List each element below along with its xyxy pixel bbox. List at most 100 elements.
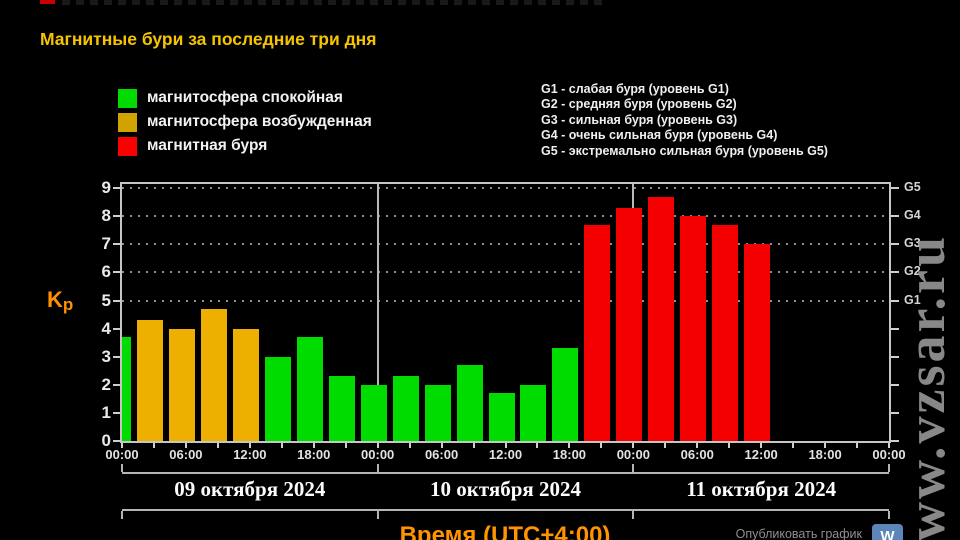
gridline-kp8 — [122, 215, 889, 218]
y-tick-label: 1 — [101, 402, 111, 422]
kp-letter-k: K — [47, 287, 63, 312]
kp-bar — [680, 216, 707, 441]
y-tick-label: 5 — [101, 290, 111, 310]
y-tick-label: 8 — [101, 206, 111, 226]
x-tick — [728, 443, 731, 448]
x-tick — [792, 443, 795, 448]
x-time-label: 18:00 — [552, 447, 587, 462]
kp-bar — [232, 328, 259, 441]
kp-bar — [552, 348, 579, 441]
y-tick-right — [891, 187, 899, 190]
bracket-tick-up — [888, 464, 890, 472]
kp-bar — [264, 356, 291, 441]
bracket-tick-down — [888, 511, 890, 519]
y-tick-left — [113, 187, 121, 190]
kp-legend: магнитосфера спокойная магнитосфера возбу… — [118, 86, 372, 158]
kp-bar — [360, 384, 387, 441]
chart-title: Магнитные бури за последние три дня — [40, 29, 377, 49]
y-tick-left — [113, 271, 121, 274]
publish-graph-link[interactable]: Опубликовать график — [735, 527, 862, 540]
x-tick — [344, 443, 347, 448]
x-time-label: 18:00 — [297, 447, 331, 462]
x-tick — [152, 443, 155, 448]
bracket-tick-up — [121, 464, 123, 472]
kp-bar — [456, 365, 483, 441]
y-tick-left — [113, 327, 121, 330]
kp-bar — [744, 244, 771, 441]
y-tick-right — [891, 440, 899, 442]
y-tick-label: 2 — [101, 374, 111, 394]
date-bracket-top — [122, 472, 889, 474]
y-tick-right — [891, 243, 899, 246]
y-tick-right — [891, 355, 899, 358]
legend-item: магнитная буря — [118, 134, 372, 158]
g-level-description: G4 - очень сильная буря (уровень G4) — [541, 128, 778, 143]
x-time-label: 00:00 — [872, 447, 906, 462]
x-tick — [856, 443, 859, 448]
truncated-text-strip — [62, 0, 607, 5]
kp-bar — [122, 337, 131, 441]
g-tick-label: G4 — [904, 208, 921, 223]
x-tick — [121, 443, 123, 448]
kp-bar — [392, 376, 419, 441]
kp-bar — [584, 224, 611, 441]
x-tick — [760, 443, 763, 448]
legend-label: магнитная буря — [147, 137, 268, 154]
legend-swatch-icon — [118, 136, 137, 156]
x-tick — [632, 443, 635, 448]
x-time-label: 00:00 — [361, 447, 395, 462]
kp-bar — [200, 308, 227, 441]
x-time-label: 12:00 — [488, 447, 523, 462]
y-tick-label: 6 — [101, 262, 111, 282]
x-time-label: 00:00 — [105, 447, 139, 462]
x-tick — [184, 443, 187, 448]
legend-item: магнитосфера спокойная — [118, 86, 372, 110]
date-label: 11 октября 2024 — [686, 477, 837, 501]
kp-bar — [712, 224, 739, 441]
site-watermark: www.vzsar.ru — [896, 233, 956, 540]
g-levels-legend: G1 - слабая буря (уровень G1) G2 - средня… — [541, 82, 828, 159]
y-tick-left — [113, 299, 121, 302]
gridline-kp6 — [122, 271, 889, 274]
kp-bar — [136, 320, 163, 441]
g-level-description: G2 - средняя буря (уровень G2) — [541, 97, 737, 112]
y-tick-label: 0 — [101, 431, 111, 450]
y-tick-right — [891, 383, 899, 386]
y-tick-left — [113, 411, 121, 414]
x-tick — [376, 443, 379, 448]
x-tick — [280, 443, 283, 448]
y-tick-right — [891, 215, 899, 218]
vk-share-icon[interactable]: W — [872, 524, 903, 540]
legend-label: магнитосфера спокойная — [147, 89, 343, 106]
kp-bar — [648, 196, 675, 441]
y-tick-left — [113, 215, 121, 218]
date-bracket-bottom — [122, 509, 889, 511]
legend-item: магнитосфера возбужденная — [118, 110, 372, 134]
x-tick — [888, 443, 890, 448]
x-tick — [696, 443, 699, 448]
bracket-tick-down — [121, 511, 123, 519]
plot-area — [120, 182, 891, 443]
day-separator — [376, 184, 379, 441]
g-level-description: G1 - слабая буря (уровень G1) — [541, 82, 729, 96]
x-time-label: 12:00 — [233, 447, 267, 462]
g-tick-label: G1 — [904, 292, 921, 307]
x-tick — [504, 443, 507, 448]
y-tick-left — [113, 383, 121, 386]
x-tick — [600, 443, 603, 448]
gridline-kp7 — [122, 243, 889, 246]
x-time-label: 06:00 — [169, 447, 203, 462]
g-level-description: G5 - экстремально сильная буря (уровень … — [541, 143, 828, 158]
x-time-label: 18:00 — [808, 447, 842, 462]
masthead-truncated-row — [0, 0, 960, 8]
bracket-tick-down — [376, 511, 379, 519]
kp-bar — [168, 328, 195, 441]
bracket-tick-down — [632, 511, 635, 519]
date-label: 09 октября 2024 — [174, 477, 326, 501]
y-tick-right — [891, 271, 899, 274]
bracket-tick-up — [376, 464, 379, 472]
y-tick-right — [891, 327, 899, 330]
x-time-label: 06:00 — [680, 447, 714, 462]
x-time-label: 06:00 — [424, 447, 459, 462]
